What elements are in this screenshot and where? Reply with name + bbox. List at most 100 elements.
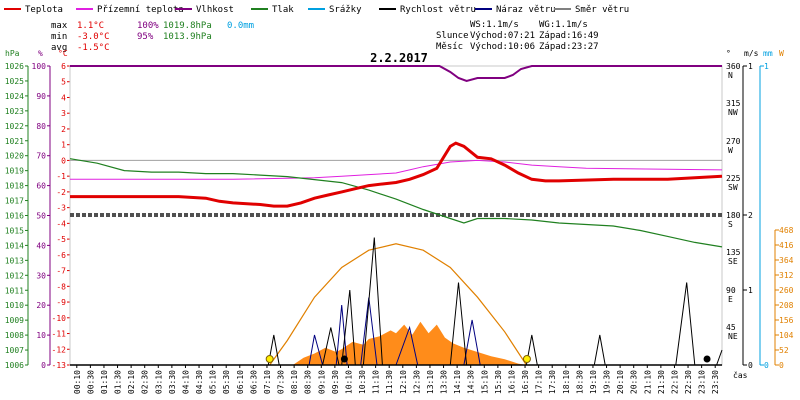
time-tick-label: 10:10 (345, 370, 354, 394)
time-tick-label: 14:30 (467, 370, 476, 394)
time-axis: 00:10 00:30 01:10 01:30 02:10 02:30 03:10 03:30… (73, 365, 720, 394)
time-tick-label: 22:10 (671, 370, 680, 394)
w-unit: W (779, 49, 784, 58)
ground-temperature-line (70, 159, 723, 180)
dir-tick-label: 90 (726, 286, 736, 295)
time-tick-label: 13:10 (426, 370, 435, 394)
left-axes: 1026102510241023102210211020101910181017… (5, 62, 71, 370)
legend-label: Tlak (272, 5, 294, 15)
moonrise-marker (340, 355, 348, 363)
solar-radiation-area (292, 321, 527, 365)
stats-min-label: min (51, 32, 67, 42)
legend: Teplota Přízemní teplota Vlhkost Tlak Srážky… (4, 5, 629, 15)
time-tick-label: 01:30 (114, 370, 123, 394)
pressure-line (69, 158, 723, 248)
chart-title: 2.2.2017 (370, 51, 428, 65)
hum-tick-label: 20 (36, 301, 46, 310)
w-tick-label: 156 (779, 316, 794, 325)
hpa-tick-label: 1024 (5, 92, 24, 101)
time-tick-label: 04:10 (182, 370, 191, 394)
time-tick-label: 07:10 (263, 370, 272, 394)
hpa-tick-label: 1009 (5, 316, 24, 325)
dir-tick-label: 45 (726, 323, 736, 332)
dir-name-label: N (728, 71, 733, 80)
temp-unit: °C (58, 49, 68, 58)
hum-tick-label: 50 (36, 212, 46, 221)
temp-tick-label: -6 (56, 251, 66, 260)
hpa-tick-label: 1025 (5, 77, 24, 86)
time-tick-label: 17:30 (548, 370, 557, 394)
time-tick-label: 08:10 (290, 370, 299, 394)
hpa-tick-label: 1010 (5, 301, 24, 310)
hpa-tick-label: 1022 (5, 122, 24, 131)
legend-label: Rychlost větru (400, 5, 476, 15)
temp-tick-label: 2 (61, 125, 66, 134)
temp-tick-label: -3 (56, 204, 66, 213)
w-tick-label: 364 (779, 256, 794, 265)
temp-tick-label: -2 (56, 188, 66, 197)
w-tick-label: 416 (779, 241, 794, 250)
axis-units: hPa % °C ° m/s mm W čas (5, 49, 784, 380)
time-tick-label: 23:10 (698, 370, 707, 394)
series-layer (69, 65, 723, 366)
hpa-tick-label: 1006 (5, 361, 24, 370)
hum-tick-label: 10 (36, 331, 46, 340)
sunrise-marker (265, 355, 274, 363)
info-ws: WS:1.1m/s (470, 20, 519, 30)
mm-unit: mm (763, 49, 773, 58)
time-tick-label: 21:30 (657, 370, 666, 394)
hum-tick-label: 0 (41, 361, 46, 370)
w-tick-label: 312 (779, 271, 794, 280)
hpa-unit: hPa (5, 49, 20, 58)
time-tick-label: 11:10 (372, 370, 381, 394)
time-tick-label: 13:30 (440, 370, 449, 394)
temp-tick-label: -1 (56, 172, 66, 181)
time-tick-label: 00:30 (86, 370, 95, 394)
ms-tick-label: 1 (748, 62, 753, 71)
temp-tick-label: 1 (61, 141, 66, 150)
hpa-tick-label: 1007 (5, 346, 24, 355)
hum-tick-label: 80 (36, 122, 46, 131)
temp-tick-label: -12 (52, 345, 67, 354)
time-tick-label: 16:30 (521, 370, 530, 394)
dir-name-label: NE (728, 332, 738, 341)
mm-tick-label: 0 (764, 361, 769, 370)
time-tick-label: 14:10 (453, 370, 462, 394)
time-tick-label: 19:30 (603, 370, 612, 394)
legend-label: Teplota (25, 5, 63, 15)
stats-avg-temp: -1.5°C (77, 43, 110, 53)
ms-unit: m/s (744, 49, 759, 58)
dir-tick-label: 225 (726, 174, 741, 183)
hpa-tick-label: 1017 (5, 197, 24, 206)
stats-max-rain: 0.0mm (227, 21, 254, 31)
hpa-tick-label: 1014 (5, 241, 24, 250)
stats-max-hum: 100% (137, 21, 159, 31)
time-tick-label: 21:10 (643, 370, 652, 394)
info-sun-label: Slunce (436, 31, 469, 41)
w-tick-label: 260 (779, 286, 794, 295)
hpa-tick-label: 1015 (5, 226, 24, 235)
time-tick-label: 16:10 (508, 370, 517, 394)
humidity-line (70, 65, 722, 83)
dir-name-label: SW (728, 183, 738, 192)
hpa-tick-label: 1008 (5, 331, 24, 340)
time-tick-label: 02:10 (127, 370, 136, 394)
time-tick-label: 18:30 (575, 370, 584, 394)
time-tick-label: 06:30 (249, 370, 258, 394)
info-wg: WG:1.1m/s (539, 20, 588, 30)
dir-name-label: W (728, 146, 733, 155)
hpa-tick-label: 1016 (5, 212, 24, 221)
time-tick-label: 07:30 (277, 370, 286, 394)
temp-tick-label: -5 (56, 235, 66, 244)
time-tick-label: 05:10 (209, 370, 218, 394)
temperature-line (70, 141, 723, 208)
hpa-tick-label: 1023 (5, 107, 24, 116)
time-tick-label: 20:30 (630, 370, 639, 394)
ms-tick-label: 1 (748, 286, 753, 295)
stats-block: max 1.1°C 100% 1019.8hPa 0.0mm min -3.0°… (51, 21, 254, 53)
time-tick-label: 02:30 (141, 370, 150, 394)
temp-tick-label: -9 (56, 298, 66, 307)
dir-tick-label: 135 (726, 248, 741, 257)
info-moon-set: Západ:23:27 (539, 42, 599, 52)
time-tick-label: 18:10 (562, 370, 571, 394)
